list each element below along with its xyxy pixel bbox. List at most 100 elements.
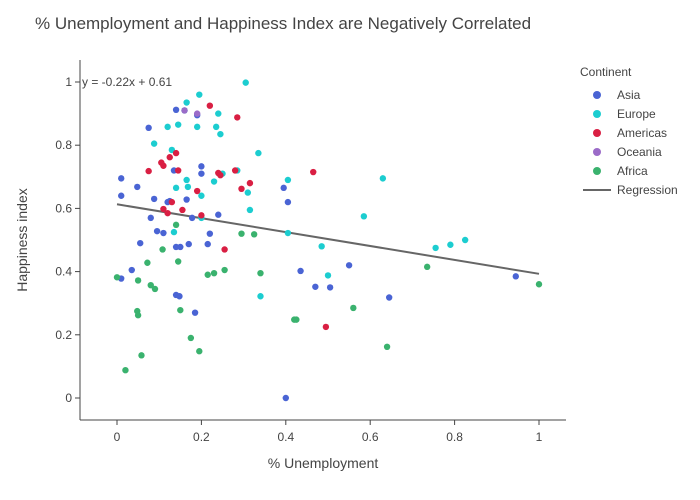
data-point[interactable]: [128, 266, 135, 274]
data-point[interactable]: [297, 267, 304, 275]
data-point[interactable]: [185, 240, 192, 248]
data-point[interactable]: [255, 149, 262, 157]
data-point[interactable]: [172, 221, 180, 229]
legend-item-americas[interactable]: Americas: [593, 126, 667, 140]
data-point[interactable]: [217, 172, 224, 179]
legend-item-africa[interactable]: Africa: [593, 164, 648, 178]
data-point[interactable]: [134, 183, 141, 191]
data-point[interactable]: [379, 175, 387, 182]
data-point[interactable]: [147, 214, 154, 222]
data-point[interactable]: [512, 273, 519, 280]
data-point[interactable]: [326, 284, 334, 291]
data-point[interactable]: [257, 293, 264, 300]
data-point[interactable]: [159, 246, 166, 253]
data-point[interactable]: [324, 272, 332, 279]
data-point[interactable]: [432, 244, 439, 252]
data-point[interactable]: [198, 192, 205, 199]
data-point[interactable]: [423, 263, 431, 271]
data-point[interactable]: [234, 114, 241, 121]
data-point[interactable]: [310, 168, 317, 176]
data-point[interactable]: [134, 312, 142, 319]
data-point[interactable]: [144, 259, 151, 266]
data-point[interactable]: [118, 175, 125, 182]
data-point[interactable]: [151, 285, 159, 293]
data-point[interactable]: [210, 269, 218, 277]
data-point[interactable]: [176, 293, 183, 300]
data-point[interactable]: [246, 206, 254, 214]
data-point[interactable]: [238, 230, 245, 237]
data-point[interactable]: [172, 149, 180, 157]
data-point[interactable]: [134, 277, 142, 284]
data-point[interactable]: [257, 269, 264, 277]
data-point[interactable]: [183, 196, 190, 203]
data-point[interactable]: [231, 167, 239, 174]
data-point[interactable]: [160, 205, 167, 213]
data-point[interactable]: [447, 241, 454, 248]
data-point[interactable]: [322, 323, 330, 331]
data-point[interactable]: [210, 178, 218, 185]
legend-item-regression[interactable]: Regression: [583, 183, 678, 197]
data-point[interactable]: [183, 99, 190, 106]
data-point[interactable]: [172, 106, 180, 114]
data-point[interactable]: [350, 304, 357, 312]
data-point[interactable]: [164, 209, 171, 217]
data-point[interactable]: [113, 274, 121, 281]
data-point[interactable]: [193, 187, 201, 195]
data-point[interactable]: [198, 170, 205, 177]
data-point[interactable]: [284, 198, 292, 206]
data-point[interactable]: [160, 229, 167, 237]
data-point[interactable]: [345, 262, 353, 269]
data-point[interactable]: [187, 334, 195, 342]
data-point[interactable]: [293, 316, 300, 323]
data-point[interactable]: [242, 79, 249, 86]
data-point[interactable]: [188, 214, 196, 222]
data-point[interactable]: [198, 212, 205, 219]
data-point[interactable]: [183, 176, 190, 184]
data-point[interactable]: [177, 243, 184, 251]
data-point[interactable]: [145, 124, 152, 132]
data-point[interactable]: [246, 179, 254, 187]
data-point[interactable]: [170, 228, 178, 236]
data-point[interactable]: [215, 110, 222, 117]
data-point[interactable]: [215, 211, 222, 218]
data-point[interactable]: [535, 281, 543, 288]
data-point[interactable]: [221, 246, 228, 253]
data-point[interactable]: [196, 91, 203, 98]
data-point[interactable]: [191, 309, 199, 316]
data-point[interactable]: [206, 102, 214, 109]
data-point[interactable]: [160, 162, 167, 169]
data-point[interactable]: [238, 185, 245, 193]
legend-item-oceania[interactable]: Oceania: [593, 145, 662, 159]
data-point[interactable]: [198, 163, 205, 170]
data-point[interactable]: [181, 107, 188, 114]
data-point[interactable]: [172, 184, 180, 192]
data-point[interactable]: [184, 183, 192, 191]
data-point[interactable]: [137, 239, 144, 247]
data-point[interactable]: [360, 213, 368, 220]
data-point[interactable]: [250, 231, 258, 238]
data-point[interactable]: [212, 123, 220, 131]
data-point[interactable]: [193, 123, 201, 131]
data-point[interactable]: [280, 184, 287, 192]
data-point[interactable]: [168, 198, 176, 206]
data-point[interactable]: [150, 195, 158, 203]
data-point[interactable]: [177, 306, 184, 314]
data-point[interactable]: [244, 189, 252, 196]
data-point[interactable]: [147, 281, 154, 289]
data-point[interactable]: [318, 243, 325, 250]
data-point[interactable]: [461, 236, 469, 244]
data-point[interactable]: [282, 394, 289, 402]
data-point[interactable]: [204, 271, 211, 278]
data-point[interactable]: [385, 294, 393, 301]
data-point[interactable]: [204, 240, 211, 248]
data-point[interactable]: [150, 140, 158, 147]
data-point[interactable]: [383, 343, 391, 351]
legend-item-europe[interactable]: Europe: [593, 107, 656, 121]
data-point[interactable]: [193, 110, 201, 117]
data-point[interactable]: [284, 176, 292, 184]
data-point[interactable]: [221, 266, 228, 274]
data-point[interactable]: [206, 230, 214, 237]
data-point[interactable]: [138, 352, 145, 359]
data-point[interactable]: [118, 192, 125, 199]
data-point[interactable]: [174, 258, 182, 265]
